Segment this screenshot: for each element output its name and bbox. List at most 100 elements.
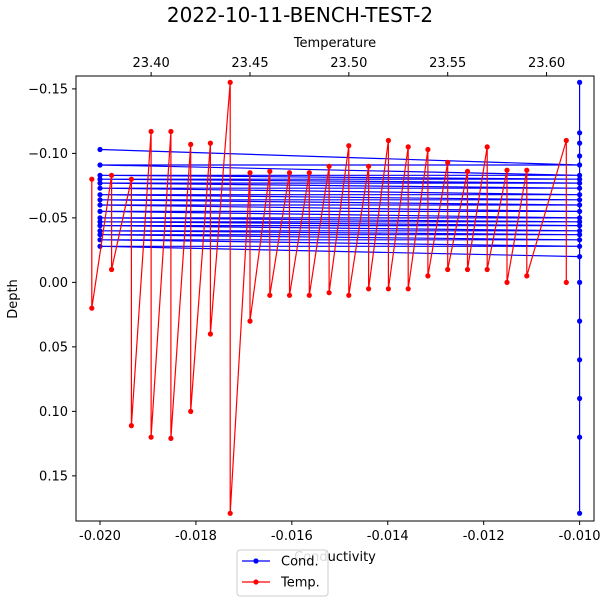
data-point (97, 228, 103, 234)
data-point (577, 318, 583, 324)
data-point (97, 185, 103, 191)
y-tick-label: −0.10 (28, 147, 68, 162)
legend-swatch-marker (253, 579, 259, 585)
data-point (464, 266, 471, 273)
data-point (577, 172, 583, 178)
data-point (445, 266, 451, 273)
data-point (385, 286, 391, 292)
data-point (89, 305, 95, 311)
data-point (97, 223, 103, 229)
data-point (128, 176, 134, 182)
data-point (445, 159, 451, 165)
data-point (577, 215, 583, 221)
legend-label: Temp. (280, 576, 320, 591)
data-point (577, 180, 583, 186)
data-point (464, 168, 471, 174)
data-point (97, 146, 103, 153)
y-tick-label: 0.15 (39, 469, 68, 484)
data-point (207, 331, 213, 337)
data-point (577, 208, 583, 214)
data-point (577, 223, 583, 229)
data-point (188, 408, 194, 414)
data-point (109, 172, 115, 178)
data-point (563, 279, 569, 285)
data-point (484, 266, 490, 273)
data-point (97, 219, 103, 225)
data-point (247, 318, 253, 324)
x-bottom-tick-label: -0.020 (79, 529, 121, 544)
x-bottom-tick-label: -0.012 (463, 529, 505, 544)
data-point (97, 202, 103, 208)
data-point (577, 185, 583, 191)
x-top-tick-label: 23.40 (133, 56, 170, 71)
data-point (563, 137, 569, 144)
data-point (577, 357, 583, 363)
data-point (207, 140, 213, 146)
data-point (425, 146, 431, 153)
x-bottom-tick-label: -0.018 (175, 529, 217, 544)
data-point (577, 279, 583, 285)
data-point (484, 144, 490, 150)
data-point (577, 202, 583, 208)
data-point (267, 292, 273, 298)
x-top-tick-label: 23.50 (330, 56, 367, 71)
data-point (346, 292, 352, 298)
plot-area (89, 79, 583, 516)
y-tick-label: 0.10 (39, 405, 68, 420)
data-point (577, 434, 583, 440)
data-point (227, 510, 233, 516)
data-point (168, 128, 174, 135)
x-top-tick-label: 23.45 (231, 56, 268, 71)
data-point (97, 232, 103, 238)
data-point (577, 130, 583, 136)
data-point (97, 172, 103, 178)
data-point (577, 254, 583, 260)
data-point (504, 167, 510, 173)
data-point (97, 208, 103, 214)
legend-swatch-marker (253, 558, 259, 564)
data-point (366, 286, 372, 292)
data-point (286, 292, 293, 298)
data-point (97, 180, 103, 186)
series-line-0 (99, 82, 581, 514)
data-point (366, 163, 372, 169)
y-tick-label: 0.05 (39, 340, 68, 355)
data-point (306, 170, 312, 176)
data-point (247, 170, 253, 176)
x-axis-top-label: Temperature (293, 36, 376, 51)
x-top-tick-label: 23.60 (528, 56, 565, 71)
data-point (97, 176, 103, 182)
data-point (577, 153, 583, 159)
data-point (168, 435, 174, 441)
data-point (577, 232, 583, 238)
data-point (577, 237, 583, 243)
data-point (577, 228, 583, 234)
y-tick-label: 0.00 (39, 276, 68, 291)
data-point (577, 395, 583, 402)
data-point (577, 140, 583, 146)
data-point (97, 215, 103, 221)
y-tick-label: −0.15 (28, 82, 68, 97)
ticks: -0.020 -0.018 -0.016 -0.014 -0.012 -0.010 23.4… (28, 56, 600, 544)
data-point (346, 143, 352, 149)
data-point (385, 137, 391, 144)
legend: Cond. Temp. (236, 549, 329, 597)
data-point (577, 162, 583, 168)
x-bottom-tick-label: -0.016 (271, 529, 313, 544)
data-point (577, 510, 583, 516)
data-point (577, 243, 583, 249)
data-point (405, 286, 411, 292)
x-bottom-tick-label: -0.014 (367, 529, 409, 544)
axes-frame (75, 75, 595, 522)
data-point (286, 170, 293, 176)
x-top-tick-label: 23.55 (429, 56, 466, 71)
data-point (227, 79, 233, 85)
data-point (504, 279, 510, 285)
chart-title: 2022-10-11-BENCH-TEST-2 (167, 3, 433, 27)
data-point (306, 292, 312, 298)
data-point (405, 144, 411, 150)
x-bottom-tick-label: -0.010 (559, 529, 600, 544)
data-point (425, 273, 431, 279)
data-point (109, 266, 115, 273)
